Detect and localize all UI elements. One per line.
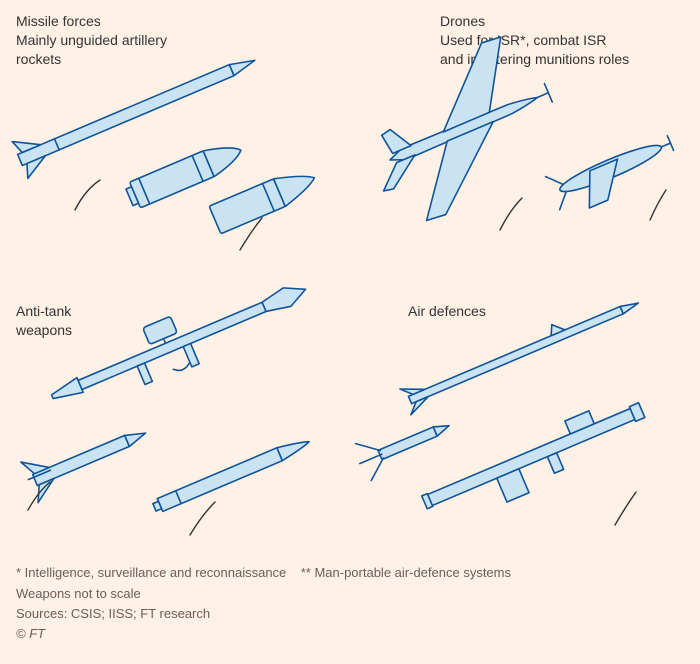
footnote-scale: Weapons not to scale — [16, 584, 511, 604]
antitank-illustration — [0, 290, 360, 550]
panel-title: Missile forces — [16, 13, 101, 29]
footnote-defs: * Intelligence, surveillance and reconna… — [16, 563, 511, 583]
copyright: © FT — [16, 624, 511, 644]
sources: Sources: CSIS; IISS; FT research — [16, 604, 511, 624]
panel-title: Drones — [440, 13, 485, 29]
airdef-illustration — [350, 290, 700, 550]
drones-illustration — [350, 30, 700, 280]
footer: * Intelligence, surveillance and reconna… — [16, 563, 511, 644]
missile-illustration — [0, 30, 350, 280]
